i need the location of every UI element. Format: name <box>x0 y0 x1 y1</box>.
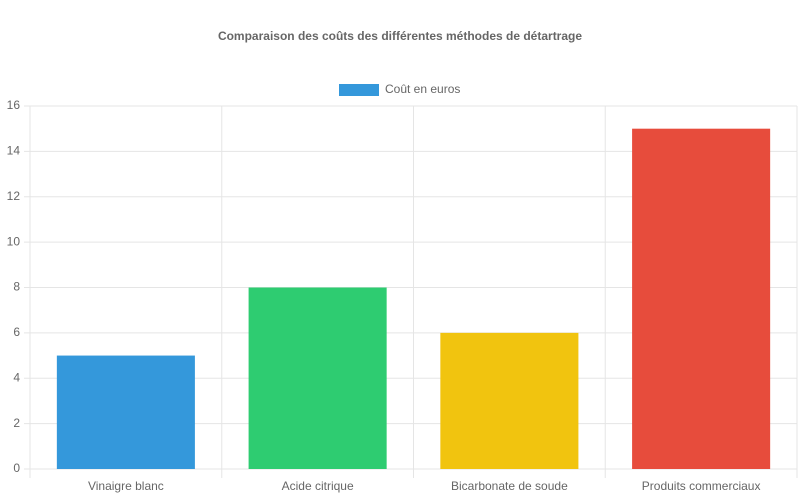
x-tick-label: Bicarbonate de soude <box>451 479 568 493</box>
x-tick-label: Acide citrique <box>282 479 354 493</box>
legend-label: Coût en euros <box>385 82 460 96</box>
bar <box>248 287 387 469</box>
y-tick-label: 12 <box>7 189 21 203</box>
y-tick-label: 10 <box>7 234 21 248</box>
y-tick-label: 8 <box>13 280 20 294</box>
bar <box>56 355 195 469</box>
y-tick-label: 6 <box>13 325 20 339</box>
y-tick-label: 2 <box>13 416 20 430</box>
y-tick-label: 4 <box>13 370 20 384</box>
chart-title: Comparaison des coûts des différentes mé… <box>218 29 582 43</box>
x-tick-label: Vinaigre blanc <box>88 479 164 493</box>
y-tick-label: 16 <box>7 98 21 112</box>
y-tick-label: 0 <box>13 461 20 475</box>
bar <box>632 128 771 469</box>
legend-swatch <box>339 84 379 96</box>
bar <box>440 332 579 469</box>
y-tick-label: 14 <box>7 144 21 158</box>
x-tick-label: Produits commerciaux <box>642 479 761 493</box>
